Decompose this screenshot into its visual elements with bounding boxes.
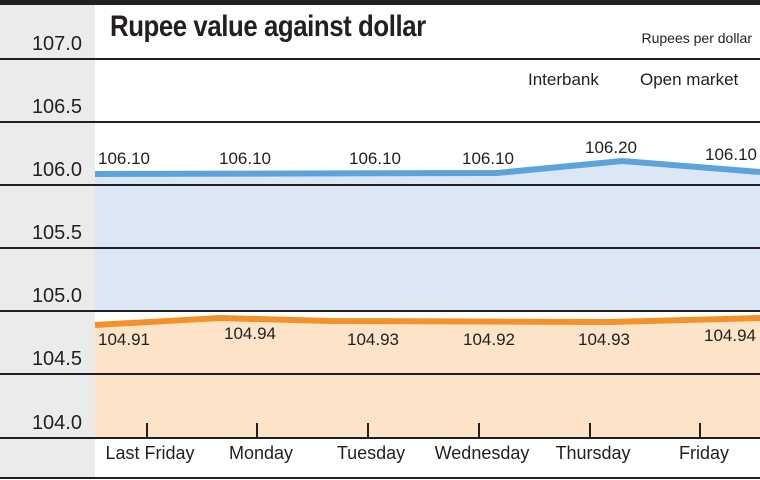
legend-interbank: Interbank: [528, 70, 599, 89]
open-market-value-label: 104.94: [704, 326, 756, 345]
open-market-line: [94, 314, 760, 328]
y-axis-column: [0, 5, 95, 477]
legend-open-market: Open market: [640, 70, 739, 89]
interbank-value-label: 106.10: [349, 149, 401, 168]
gridlines: [0, 58, 760, 479]
top-rule: [0, 0, 760, 5]
open-market-value-label: 104.91: [98, 330, 150, 349]
interbank-value-label: 106.20: [585, 138, 637, 157]
y-tick-label: 104.0: [31, 412, 82, 434]
y-tick-label: 105.5: [31, 222, 82, 244]
open-market-value-label: 104.94: [224, 324, 276, 343]
interbank-line: [94, 157, 760, 177]
x-axis-label: Thursday: [555, 443, 631, 463]
interbank-value-label: 106.10: [462, 149, 514, 168]
x-axis-label: Tuesday: [336, 443, 406, 463]
x-axis-label: Last Friday: [105, 443, 195, 463]
x-axis-ticks: [146, 423, 701, 438]
chart-title: Rupee value against dollar: [110, 10, 426, 43]
interbank-area-fill: [95, 161, 760, 311]
x-axis-label: Wednesday: [434, 443, 530, 463]
y-tick-label: 105.0: [31, 285, 82, 307]
y-tick-label: 106.5: [31, 96, 82, 118]
y-tick-label: 104.5: [31, 348, 82, 370]
x-axis-label: Friday: [678, 443, 730, 463]
units-label: Rupees per dollar: [641, 30, 752, 46]
interbank-value-label: 106.10: [219, 149, 271, 168]
open-market-area-fill: [95, 319, 760, 437]
open-market-value-label: 104.93: [347, 330, 399, 349]
interbank-value-label: 106.10: [98, 149, 150, 168]
y-tick-label: 106.0: [31, 159, 82, 181]
open-market-value-label: 104.92: [463, 330, 515, 349]
open-market-value-label: 104.93: [578, 330, 630, 349]
interbank-value-label: 106.10: [705, 145, 757, 164]
x-axis-label: Monday: [228, 443, 294, 463]
y-tick-label: 107.0: [31, 33, 82, 55]
